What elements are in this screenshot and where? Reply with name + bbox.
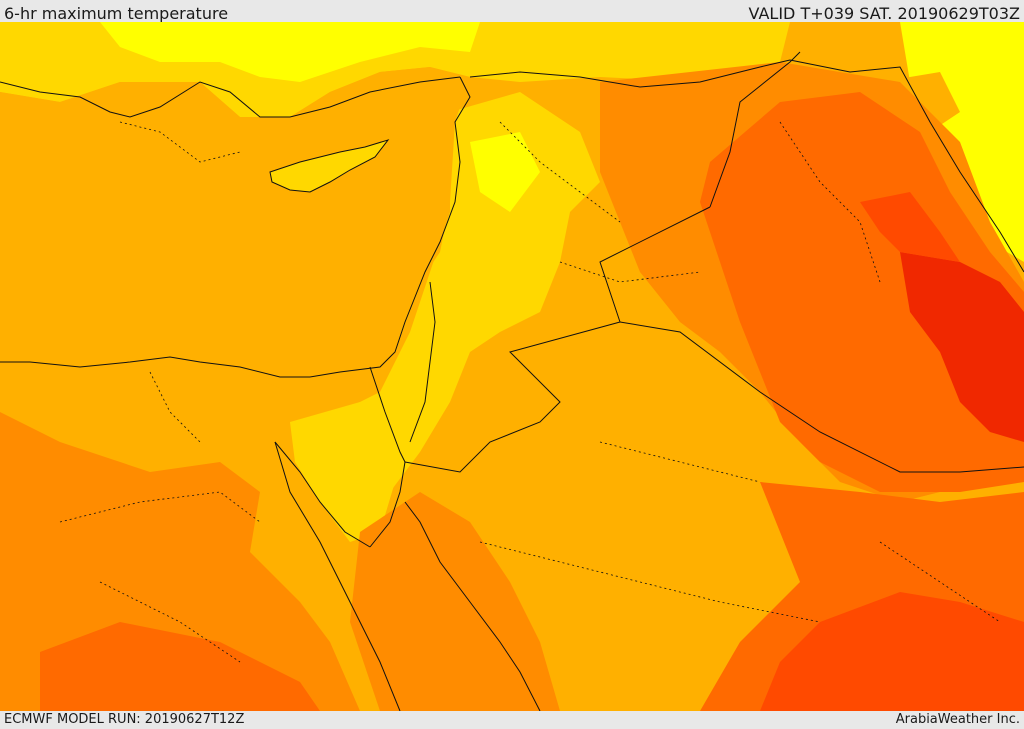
levant-light-yellow-patch (470, 132, 540, 212)
egypt-israel-border (369, 366, 406, 463)
egypt-south-dark-orange (40, 622, 320, 711)
admin-line-4 (779, 121, 881, 283)
map-canvas (0, 22, 1024, 711)
admin-line-3 (559, 261, 701, 283)
jordan-saudi-border (404, 206, 711, 473)
admin-line-6 (479, 541, 821, 623)
valid-time-label: VALID T+039 SAT. 20190629T03Z (748, 4, 1020, 23)
arabia-light-orange (480, 322, 820, 682)
political-borders (0, 51, 1024, 711)
iraq-red-orange-band (860, 192, 960, 262)
egypt-coast (0, 356, 310, 378)
sinai-yellow-region (290, 402, 400, 542)
gulf-of-aqaba-coast (369, 461, 406, 548)
iraq-saudi-border (619, 321, 1024, 473)
mediterranean-sea (0, 67, 470, 372)
egypt-coast-light-orange (0, 352, 290, 462)
credit-label: ArabiaWeather Inc. (895, 712, 1020, 727)
red-sea-west-coast (274, 441, 401, 711)
turkey-syria-border (469, 59, 791, 88)
gulf-red-orange (760, 592, 1024, 711)
red-sea-east-coast (404, 501, 541, 711)
iraq-dark-orange (700, 92, 1024, 492)
syria-iraq-border (709, 51, 801, 208)
iraq-red-core (900, 252, 1024, 442)
map-title: 6-hr maximum temperature (4, 4, 229, 23)
turkey-light-yellow-region (100, 22, 480, 82)
model-run-label: ECMWF MODEL RUN: 20190627T12Z (4, 712, 245, 727)
iraq-iran-border (789, 59, 1024, 273)
admin-boundaries (59, 121, 1001, 663)
admin-line-9 (879, 541, 1001, 623)
turkey-south-coast (0, 76, 461, 118)
hejaz-orange (350, 492, 560, 711)
levant-coast (309, 76, 471, 378)
admin-line-1 (119, 121, 241, 163)
temperature-map[interactable] (0, 22, 1024, 711)
dead-sea-jordan (409, 281, 436, 443)
admin-line-7 (59, 491, 261, 523)
map-footer: ECMWF MODEL RUN: 20190627T12Z ArabiaWeat… (0, 711, 1024, 729)
cyprus-island (269, 139, 390, 193)
gulf-of-suez-coast (274, 441, 371, 548)
map-header: 6-hr maximum temperature VALID T+039 SAT… (0, 0, 1024, 23)
admin-line-2 (499, 121, 621, 223)
